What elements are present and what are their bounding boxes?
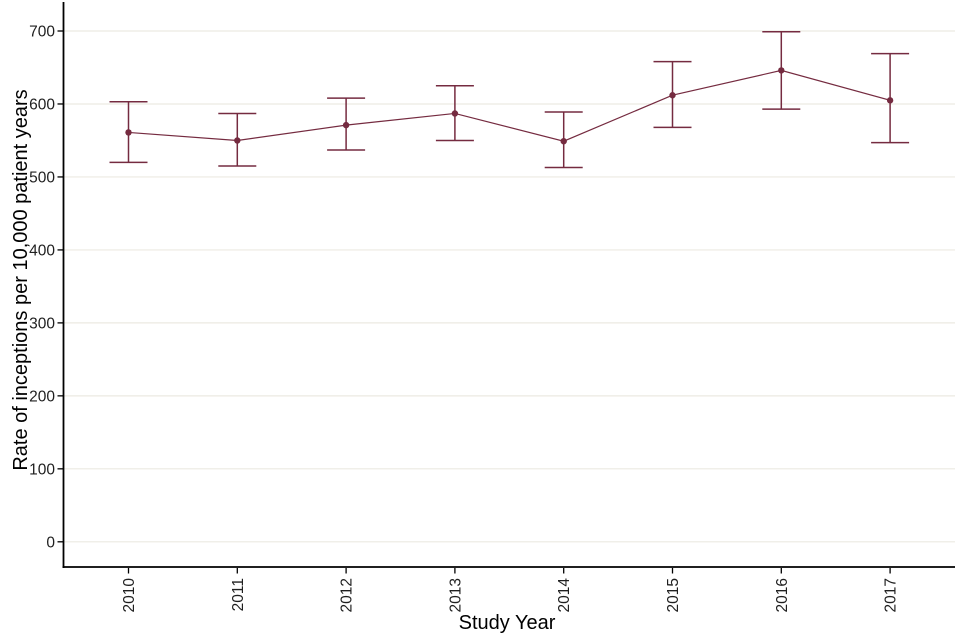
data-point bbox=[125, 129, 132, 136]
x-tick-label: 2010 bbox=[121, 578, 138, 613]
error-bars-group bbox=[109, 30, 910, 169]
data-point bbox=[778, 67, 785, 74]
data-point bbox=[234, 137, 241, 144]
x-tick-label: 2016 bbox=[774, 578, 791, 612]
x-tick-label: 2015 bbox=[665, 578, 682, 612]
data-point bbox=[342, 121, 350, 129]
x-tick-label: 2012 bbox=[339, 578, 356, 612]
x-tick-label: 2013 bbox=[447, 578, 464, 612]
tick-labels-group: 0 100 200 300 400 500 600 700 2010 2011 2012 2013 20… bbox=[29, 24, 899, 613]
y-tick-label: 200 bbox=[29, 388, 55, 405]
y-tick-label: 100 bbox=[29, 461, 55, 478]
y-tick-label: 700 bbox=[29, 24, 55, 41]
trend-line-group bbox=[128, 69, 891, 142]
axes-group bbox=[57, 2, 955, 574]
y-tick-label: 400 bbox=[29, 242, 55, 259]
gridlines-group bbox=[64, 30, 955, 543]
data-point bbox=[886, 97, 894, 104]
y-tick-label: 0 bbox=[46, 534, 55, 551]
x-tick-label: 2011 bbox=[230, 578, 247, 611]
x-tick-label: 2017 bbox=[883, 578, 900, 612]
y-tick-label: 600 bbox=[29, 96, 55, 113]
data-point bbox=[451, 110, 459, 117]
trend-line bbox=[128, 69, 891, 142]
y-axis-title: Rate of inceptions per 10,000 patient ye… bbox=[10, 89, 32, 470]
data-point bbox=[669, 92, 676, 99]
data-points-group bbox=[125, 67, 894, 145]
data-point bbox=[560, 137, 567, 145]
x-axis-title: Study Year bbox=[459, 612, 556, 634]
y-tick-label: 500 bbox=[29, 169, 55, 186]
x-tick-label: 2014 bbox=[556, 578, 573, 613]
y-tick-label: 300 bbox=[29, 315, 55, 332]
